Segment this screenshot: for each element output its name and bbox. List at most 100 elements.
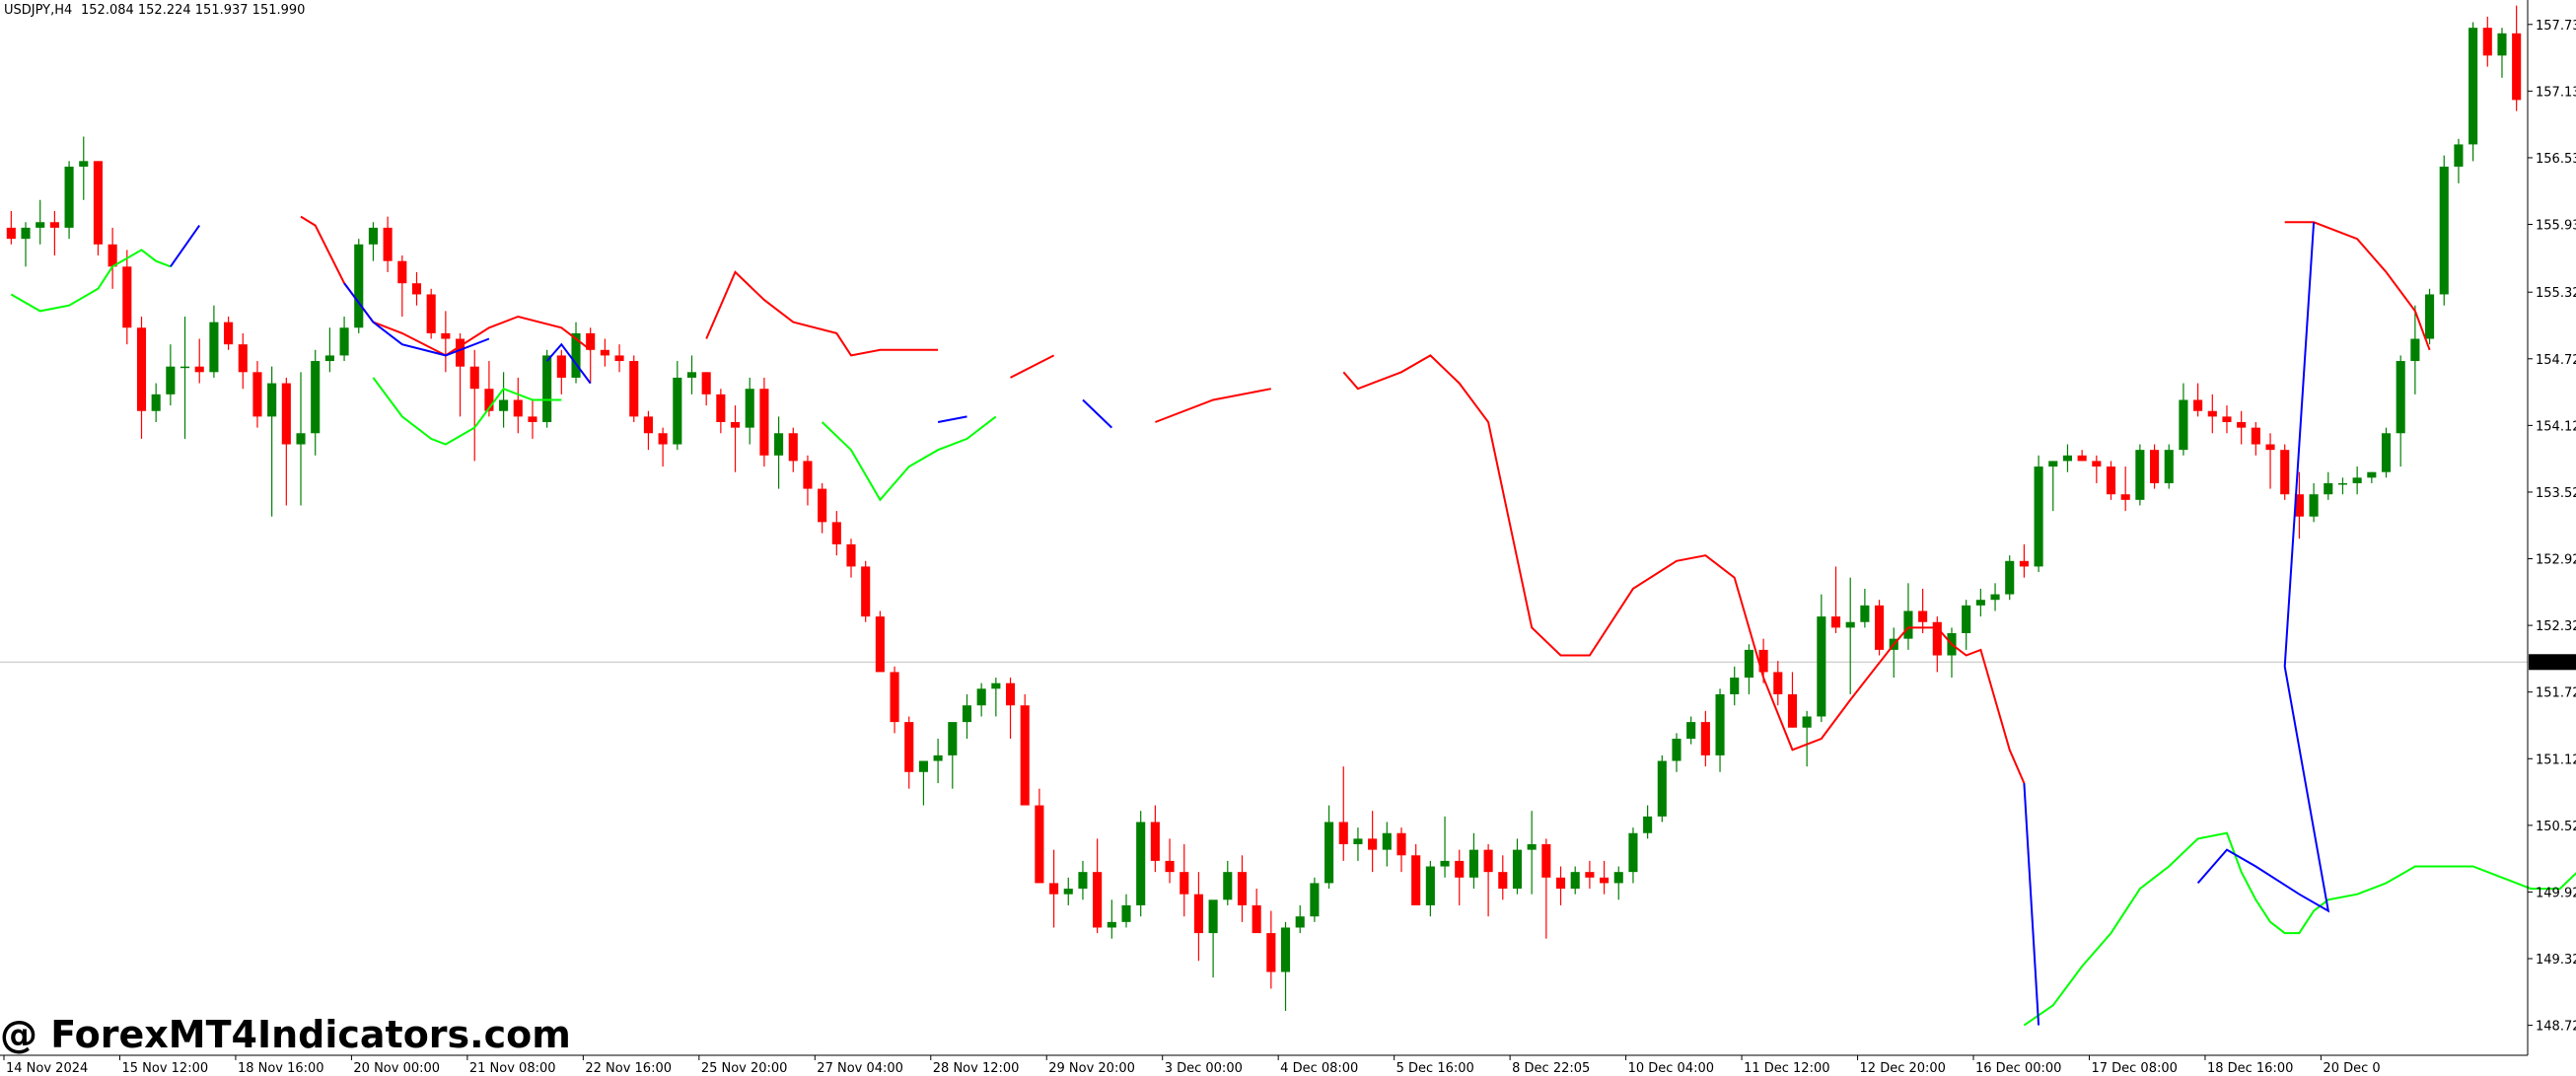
candle	[441, 311, 451, 373]
candle-body	[1165, 860, 1175, 873]
candle-body	[1035, 805, 1044, 884]
candle	[179, 317, 190, 439]
candle-body	[1223, 872, 1233, 900]
candle-body	[2092, 461, 2102, 467]
candle-body	[1686, 722, 1696, 739]
candle	[2497, 28, 2507, 78]
price-tick-label: 153.52	[2536, 486, 2576, 501]
indicator-upper-line	[1010, 354, 1055, 379]
candle-body	[586, 332, 596, 350]
candle-body	[1773, 672, 1783, 694]
candle-body	[1150, 822, 1160, 861]
time-tick-label: 27 Nov 04:00	[817, 1061, 903, 1076]
candle	[745, 377, 754, 445]
candle	[1483, 844, 1493, 917]
time-tick-label: 11 Dec 12:00	[1744, 1061, 1829, 1076]
candle	[1715, 688, 1725, 772]
candle-body	[1613, 872, 1623, 884]
candle-body	[2410, 338, 2420, 362]
candle	[2337, 477, 2348, 495]
candle-body	[2005, 560, 2015, 595]
candle-body	[455, 338, 465, 367]
candle-body	[2265, 444, 2275, 451]
candle	[339, 317, 349, 362]
candle	[2482, 16, 2492, 67]
indicator-switch-line	[1082, 398, 1112, 429]
candle-body	[2251, 427, 2260, 445]
candle	[194, 338, 204, 384]
price-tick-label: 151.12	[2536, 753, 2576, 767]
time-tick-label: 22 Nov 16:00	[585, 1061, 672, 1076]
candle-body	[818, 488, 827, 523]
candle-body	[1353, 838, 1363, 844]
candle	[1817, 594, 1826, 723]
indicator-upper-line	[1342, 354, 2026, 784]
candle	[918, 760, 928, 806]
candle-body	[673, 377, 682, 445]
candle	[36, 199, 45, 245]
candle	[2381, 427, 2392, 478]
candle	[2106, 461, 2116, 500]
candle	[1875, 600, 1885, 656]
candle-body	[1643, 816, 1653, 833]
candle-body	[484, 389, 494, 411]
candle-body	[1483, 849, 1493, 873]
candle	[2469, 22, 2478, 162]
candle	[1425, 860, 1435, 917]
candle	[1049, 849, 1059, 928]
candle	[224, 317, 234, 350]
candle-body	[730, 422, 741, 428]
candle	[368, 222, 378, 261]
candlestick-series	[6, 5, 2522, 1011]
candle	[1035, 788, 1044, 884]
candle	[1353, 827, 1363, 861]
time-tick-label: 25 Nov 20:00	[701, 1061, 788, 1076]
candle	[1180, 844, 1189, 917]
candle-body	[788, 433, 798, 462]
candle	[1773, 661, 1783, 706]
indicator-lines	[10, 215, 2576, 1027]
candle	[528, 399, 537, 439]
candle-body	[166, 366, 176, 395]
candle	[1962, 600, 1971, 650]
time-tick-label: 8 Dec 22:05	[1512, 1061, 1590, 1076]
candle-body	[2179, 399, 2188, 451]
candle	[2222, 405, 2232, 434]
candle	[1498, 855, 1508, 900]
price-tick-label: 149.32	[2536, 953, 2576, 968]
candle-body	[600, 349, 609, 356]
candle-body	[339, 327, 349, 356]
candle-body	[1672, 739, 1682, 761]
candle-body	[368, 227, 378, 245]
indicator-upper-line	[2284, 221, 2431, 351]
candle-body	[296, 433, 306, 445]
candle-body	[1932, 621, 1942, 656]
candle-body	[2294, 494, 2304, 517]
candle-body	[426, 294, 436, 333]
candle	[2092, 455, 2102, 483]
candle-body	[2497, 33, 2507, 56]
candle	[759, 377, 769, 467]
candle	[586, 327, 596, 384]
candle-body	[1411, 855, 1421, 905]
candle	[2352, 466, 2362, 495]
time-tick-label: 29 Nov 20:00	[1048, 1061, 1135, 1076]
candle	[2193, 383, 2203, 417]
candle	[281, 377, 291, 506]
candle	[2237, 410, 2247, 445]
candle-body	[948, 722, 958, 755]
candle	[556, 349, 566, 395]
candle	[1643, 805, 1653, 839]
candle	[904, 716, 914, 789]
candle-body	[2280, 450, 2290, 495]
site-watermark: @ ForexMT4Indicators.com	[0, 1013, 571, 1056]
candle-body	[1990, 594, 2000, 601]
candle-body	[846, 543, 856, 567]
candle-body	[614, 355, 624, 362]
candle	[1744, 644, 1753, 694]
symbol-timeframe-label: USDJPY,H4	[4, 3, 72, 18]
time-tick-label: 10 Dec 04:00	[1628, 1061, 1714, 1076]
candle	[2324, 471, 2333, 500]
candle-body	[2512, 33, 2522, 101]
candle-body	[686, 372, 697, 378]
